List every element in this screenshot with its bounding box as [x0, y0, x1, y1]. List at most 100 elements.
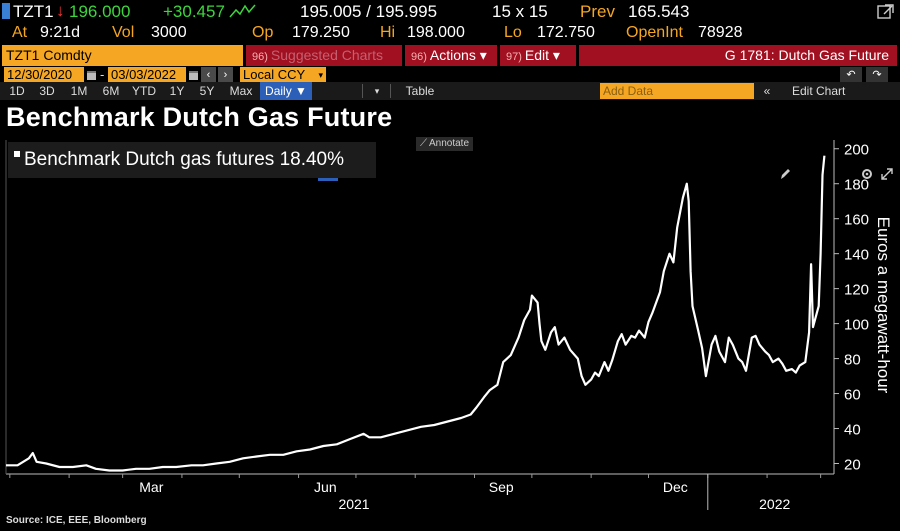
y-tick-label: 60 — [844, 387, 861, 404]
calendar-icon[interactable] — [86, 68, 98, 82]
add-data-placeholder: Add Data — [603, 84, 654, 98]
period-6m[interactable]: 6M — [102, 84, 120, 98]
suggested-charts-button[interactable]: 96) Suggested Charts — [246, 45, 402, 66]
stats-row: At 9:21d Vol 3000 Op 179.250 Hi 198.000 … — [0, 23, 900, 44]
edit-label: Edit ▾ — [524, 47, 560, 63]
period-ytd[interactable]: YTD — [132, 84, 156, 98]
currency-label: Local CCY — [243, 67, 306, 82]
annotate-button[interactable]: ⟋ Annotate — [416, 137, 473, 151]
end-date: 03/03/2022 — [111, 67, 177, 82]
date-row: 12/30/2020 - 03/03/2022 ‹ › Local CCY ▾ … — [0, 66, 900, 84]
table-button[interactable]: Table — [405, 84, 435, 98]
frequency-select[interactable]: Daily ▼ — [260, 82, 312, 100]
openint-label: OpenInt — [626, 24, 683, 41]
high-value: 198.000 — [407, 24, 465, 41]
date-separator: - — [100, 67, 105, 82]
vol-value: 3000 — [151, 24, 187, 41]
y-tick-label: 180 — [844, 177, 869, 194]
chart-type-dropdown[interactable]: ▾ — [374, 86, 380, 96]
edit-num: 97) — [506, 51, 522, 63]
pencil-icon — [781, 169, 790, 179]
open-value: 179.250 — [292, 24, 350, 41]
undo-button[interactable]: ↶ — [840, 67, 862, 83]
period-3d[interactable]: 3D — [39, 84, 55, 98]
price-change: +30.457 — [163, 2, 225, 21]
chart-title: Benchmark Dutch Gas Future — [6, 102, 393, 132]
quote-time: 9:21d — [40, 24, 81, 41]
actions-num: 96) — [411, 51, 427, 63]
low-value: 172.750 — [537, 24, 595, 41]
edit-menu[interactable]: 97) Edit ▾ — [500, 45, 576, 66]
last-price: 196.000 — [69, 2, 131, 21]
at-label: At — [12, 24, 28, 41]
period-5y[interactable]: 5Y — [199, 84, 215, 98]
bid-ask-size: 15 x 15 — [492, 2, 548, 21]
x-tick-label: Sep — [489, 479, 514, 495]
source-note: Source: ICE, EEE, Bloomberg — [6, 515, 147, 526]
low-label: Lo — [504, 24, 522, 41]
chevron-down-icon: ▾ — [318, 70, 323, 80]
x-tick-label: Mar — [139, 479, 163, 495]
next-period-button[interactable]: › — [218, 67, 233, 83]
collapse-icon[interactable]: « — [763, 84, 771, 98]
graph-title-bar: G 1781: Dutch Gas Future — [579, 45, 897, 66]
redo-button[interactable]: ↷ — [866, 67, 888, 83]
quote-row: TZT1 ↓ 196.000 +30.457 195.005 / 195.995… — [0, 0, 900, 24]
x-year-label: 2021 — [338, 496, 369, 512]
security-label: TZT1 Comdty — [6, 47, 92, 63]
start-date-field[interactable]: 12/30/2020 — [4, 67, 84, 83]
legend-swatch — [14, 150, 20, 157]
legend-label: Benchmark Dutch gas futures 18.40% — [24, 149, 345, 170]
period-max[interactable]: Max — [229, 84, 253, 98]
edit-chart-button[interactable]: Edit Chart — [792, 84, 846, 98]
expand-window-icon[interactable] — [876, 2, 896, 22]
high-label: Hi — [380, 24, 396, 41]
period-1m[interactable]: 1M — [70, 84, 88, 98]
gear-icon[interactable] — [860, 167, 874, 181]
prev-period-button[interactable]: ‹ — [201, 67, 216, 83]
add-data-input[interactable]: Add Data — [600, 83, 754, 99]
x-year-label: 2022 — [759, 496, 790, 512]
legend[interactable]: Benchmark Dutch gas futures 18.40% — [8, 142, 376, 178]
annotate-label: Annotate — [428, 138, 470, 149]
y-tick-label: 140 — [844, 247, 869, 264]
series-line — [6, 155, 826, 472]
actions-menu[interactable]: 96) Actions ▾ — [405, 45, 497, 66]
graph-title: G 1781: Dutch Gas Future — [724, 47, 889, 63]
y-tick-label: 40 — [844, 422, 861, 439]
y-tick-label: 80 — [844, 352, 861, 369]
suggested-label: Suggested Charts — [270, 47, 383, 63]
openint-value: 78928 — [698, 24, 743, 41]
security-field[interactable]: TZT1 Comdty — [2, 45, 243, 66]
start-date: 12/30/2020 — [7, 67, 73, 82]
x-tick-label: Dec — [663, 479, 688, 495]
y-tick-label: 160 — [844, 212, 869, 229]
ticker-marker — [2, 3, 10, 19]
period-1d[interactable]: 1D — [9, 84, 25, 98]
y-axis-title: Euros a megawatt-hour — [874, 217, 893, 394]
y-tick-label: 100 — [844, 317, 869, 334]
currency-select[interactable]: Local CCY ▾ — [240, 67, 326, 83]
sparkline-icon — [229, 4, 256, 18]
ticker[interactable]: TZT1 — [13, 2, 54, 21]
period-1y[interactable]: 1Y — [169, 84, 185, 98]
menu-row: TZT1 Comdty 96) Suggested Charts 96) Actio… — [0, 45, 900, 66]
bid-ask: 195.005 / 195.995 — [300, 2, 438, 21]
annotate-pencil-icon: ⟋ — [419, 138, 427, 149]
down-arrow-icon: ↓ — [56, 1, 65, 20]
expand-icon[interactable] — [880, 167, 894, 181]
vol-label: Vol — [112, 24, 135, 41]
y-tick-label: 20 — [844, 457, 861, 474]
toolbar: 1D 3D 1M 6M YTD 1Y 5Y Max Daily ▼ ▾ Tabl… — [0, 82, 900, 181]
calendar-icon[interactable] — [188, 68, 200, 82]
prev-value: 165.543 — [628, 2, 690, 21]
y-tick-label: 200 — [844, 142, 869, 159]
y-tick-label: 120 — [844, 282, 869, 299]
suggested-num: 96) — [252, 51, 268, 63]
prev-label: Prev — [580, 2, 615, 21]
actions-label: Actions ▾ — [429, 47, 487, 63]
open-label: Op — [252, 24, 274, 41]
end-date-field[interactable]: 03/03/2022 — [108, 67, 186, 83]
x-tick-label: Jun — [314, 479, 337, 495]
